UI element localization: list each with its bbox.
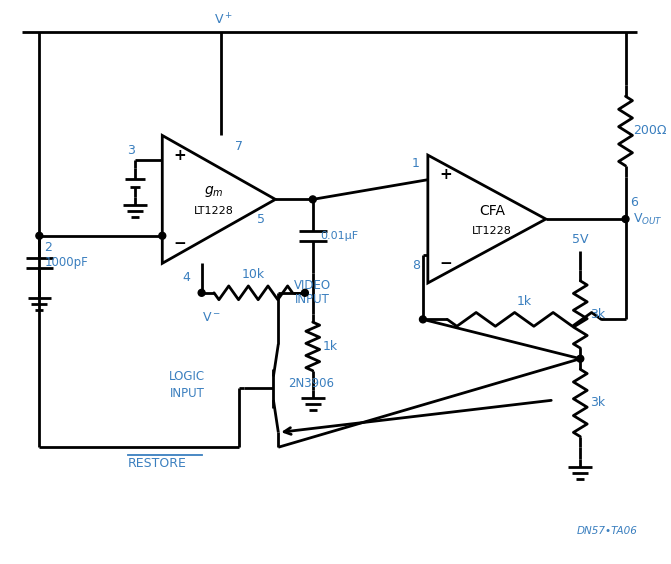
Text: −: − xyxy=(440,256,452,271)
Text: V$^+$: V$^+$ xyxy=(214,12,233,27)
Text: 7: 7 xyxy=(235,140,243,153)
Text: 1k: 1k xyxy=(323,340,338,353)
Text: 2N3906: 2N3906 xyxy=(288,377,334,390)
Text: $g_m$: $g_m$ xyxy=(204,184,223,199)
Circle shape xyxy=(301,289,309,296)
Text: 2: 2 xyxy=(44,241,52,254)
Text: 1000pF: 1000pF xyxy=(44,256,88,270)
Circle shape xyxy=(577,355,584,362)
Text: CFA: CFA xyxy=(479,204,505,218)
Text: +: + xyxy=(440,168,452,182)
Text: 5: 5 xyxy=(256,213,264,226)
Text: 1k: 1k xyxy=(517,294,532,307)
Text: 3k: 3k xyxy=(590,396,605,409)
Text: 6: 6 xyxy=(631,196,638,209)
Text: 3: 3 xyxy=(127,144,135,157)
Circle shape xyxy=(159,232,166,239)
Text: LOGIC: LOGIC xyxy=(168,370,205,383)
Circle shape xyxy=(198,289,205,296)
Text: RESTORE: RESTORE xyxy=(128,457,187,470)
Text: V$^-$: V$^-$ xyxy=(202,311,221,324)
Text: −: − xyxy=(174,236,187,251)
Text: 0.01µF: 0.01µF xyxy=(321,231,359,241)
Text: +: + xyxy=(174,148,187,162)
Text: DN57•TA06: DN57•TA06 xyxy=(576,526,637,536)
Text: VIDEO: VIDEO xyxy=(294,279,331,292)
Text: V$_{OUT}$: V$_{OUT}$ xyxy=(633,212,664,227)
Circle shape xyxy=(622,215,629,222)
Text: 8: 8 xyxy=(412,259,420,272)
Text: INPUT: INPUT xyxy=(295,293,330,306)
Circle shape xyxy=(419,316,426,323)
Text: 3k: 3k xyxy=(590,308,605,321)
Text: 200Ω: 200Ω xyxy=(633,124,667,137)
Text: LT1228: LT1228 xyxy=(472,226,512,236)
Circle shape xyxy=(36,232,43,239)
Text: 10k: 10k xyxy=(242,268,265,281)
Text: 1: 1 xyxy=(412,157,420,170)
Text: 4: 4 xyxy=(182,271,190,284)
Text: LT1228: LT1228 xyxy=(194,206,234,216)
Text: INPUT: INPUT xyxy=(170,387,205,400)
Circle shape xyxy=(309,196,316,203)
Text: 5V: 5V xyxy=(572,232,588,245)
